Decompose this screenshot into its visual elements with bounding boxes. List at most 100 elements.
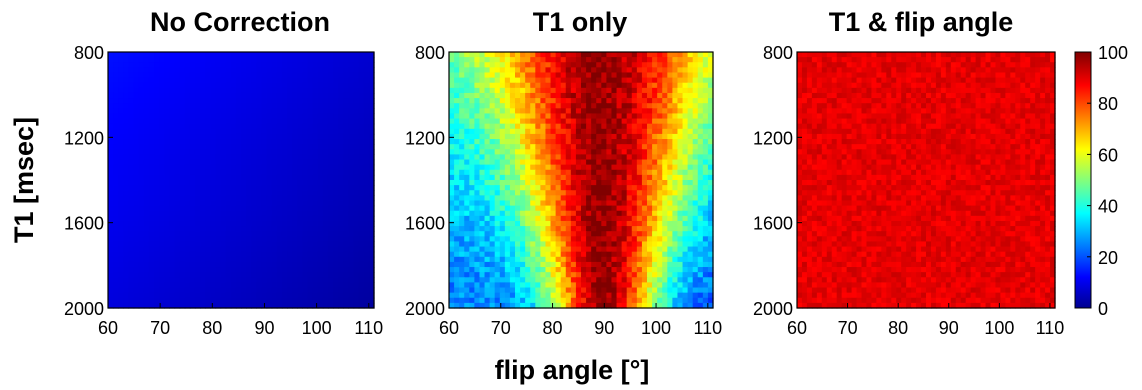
heatmap-cell — [200, 256, 206, 263]
heatmap-cell — [368, 103, 375, 109]
heatmap-cell — [327, 241, 334, 248]
heatmap-cell — [108, 297, 114, 304]
heatmap-cell — [348, 118, 355, 125]
heatmap-cell — [484, 282, 491, 289]
heatmap-cell — [469, 277, 475, 283]
heatmap-cell — [276, 77, 283, 84]
heatmap-cell — [287, 57, 293, 63]
heatmap-cell — [479, 72, 486, 79]
heatmap-cell — [586, 113, 592, 120]
heatmap-cell — [338, 154, 344, 161]
heatmap-cell — [210, 67, 217, 74]
heatmap-cell — [707, 226, 714, 232]
heatmap-cell — [123, 128, 130, 135]
heatmap-cell — [210, 108, 217, 115]
heatmap-cell — [652, 128, 658, 135]
heatmap-cell — [611, 169, 618, 176]
heatmap-cell — [169, 154, 176, 161]
heatmap-cell — [246, 174, 252, 181]
heatmap-cell — [312, 302, 319, 309]
heatmap-cell — [154, 180, 160, 186]
heatmap-cell — [464, 154, 470, 161]
heatmap-cell — [697, 236, 704, 243]
heatmap-cell — [271, 52, 278, 58]
heatmap-cell — [581, 190, 587, 196]
heatmap-cell — [672, 215, 679, 222]
heatmap-cell — [154, 231, 160, 237]
heatmap-cell — [652, 174, 658, 181]
heatmap-cell — [484, 190, 491, 196]
heatmap-cell — [118, 72, 124, 79]
heatmap-cell — [353, 231, 360, 237]
heatmap-cell — [343, 287, 350, 294]
heatmap-cell — [667, 236, 673, 243]
heatmap-cell — [353, 103, 360, 109]
heatmap-cell — [358, 164, 365, 171]
heatmap-cell — [230, 220, 237, 227]
heatmap-cell — [591, 282, 597, 289]
heatmap-cell — [682, 164, 689, 171]
heatmap-cell — [327, 123, 334, 130]
heatmap-cell — [474, 195, 481, 202]
heatmap-cell — [596, 128, 602, 135]
heatmap-cell — [702, 108, 709, 115]
heatmap-cell — [338, 241, 344, 248]
heatmap-cell — [189, 139, 196, 145]
heatmap-cell — [113, 154, 119, 161]
heatmap-cell — [205, 210, 211, 217]
heatmap-cell — [138, 195, 145, 202]
heatmap-cell — [220, 272, 227, 278]
heatmap-cell — [143, 302, 150, 309]
heatmap-cell — [148, 128, 155, 135]
heatmap-cell — [474, 72, 481, 79]
heatmap-cell — [626, 159, 633, 166]
heatmap-cell — [246, 62, 252, 68]
heatmap-cell — [515, 251, 521, 258]
heatmap-cell — [174, 261, 181, 268]
heatmap-cell — [108, 169, 114, 176]
heatmap-cell — [626, 210, 633, 217]
heatmap-cell — [215, 215, 222, 222]
heatmap-cell — [677, 92, 684, 99]
heatmap-cell — [266, 220, 273, 227]
heatmap-cell — [363, 261, 370, 268]
heatmap-cell — [702, 200, 709, 207]
heatmap-cell — [484, 200, 491, 207]
heatmap-cell — [570, 154, 577, 161]
heatmap-cell — [317, 215, 324, 222]
heatmap-cell — [200, 185, 206, 191]
heatmap-cell — [194, 302, 201, 309]
heatmap-cell — [368, 297, 375, 304]
heatmap-cell — [241, 154, 247, 161]
heatmap-cell — [616, 174, 623, 181]
heatmap-cell — [194, 272, 201, 278]
heatmap-cell — [540, 149, 547, 155]
heatmap-cell — [338, 103, 344, 109]
heatmap-cell — [672, 174, 679, 181]
heatmap-cell — [225, 108, 232, 115]
heatmap-cell — [133, 139, 140, 145]
heatmap-cell — [363, 231, 370, 237]
heatmap-cell — [560, 185, 567, 191]
heatmap-cell — [515, 164, 521, 171]
heatmap-cell — [113, 251, 119, 258]
heatmap-cell — [348, 272, 355, 278]
heatmap-cell — [515, 62, 521, 68]
heatmap-cell — [662, 210, 668, 217]
heatmap-cell — [128, 302, 135, 309]
heatmap-cell — [606, 92, 613, 99]
heatmap-cell — [184, 159, 191, 166]
heatmap-cell — [504, 113, 511, 120]
heatmap-cell — [148, 185, 155, 191]
heatmap-cell — [194, 297, 201, 304]
heatmap-cell — [148, 159, 155, 166]
heatmap-cell — [235, 72, 242, 79]
heatmap-cell — [484, 169, 491, 176]
heatmap-cell — [133, 128, 140, 135]
heatmap-cell — [606, 139, 613, 145]
heatmap-cell — [601, 108, 607, 115]
heatmap-cell — [479, 185, 486, 191]
heatmap-cell — [302, 133, 309, 140]
heatmap-cell — [555, 272, 562, 278]
heatmap-cell — [159, 128, 165, 135]
